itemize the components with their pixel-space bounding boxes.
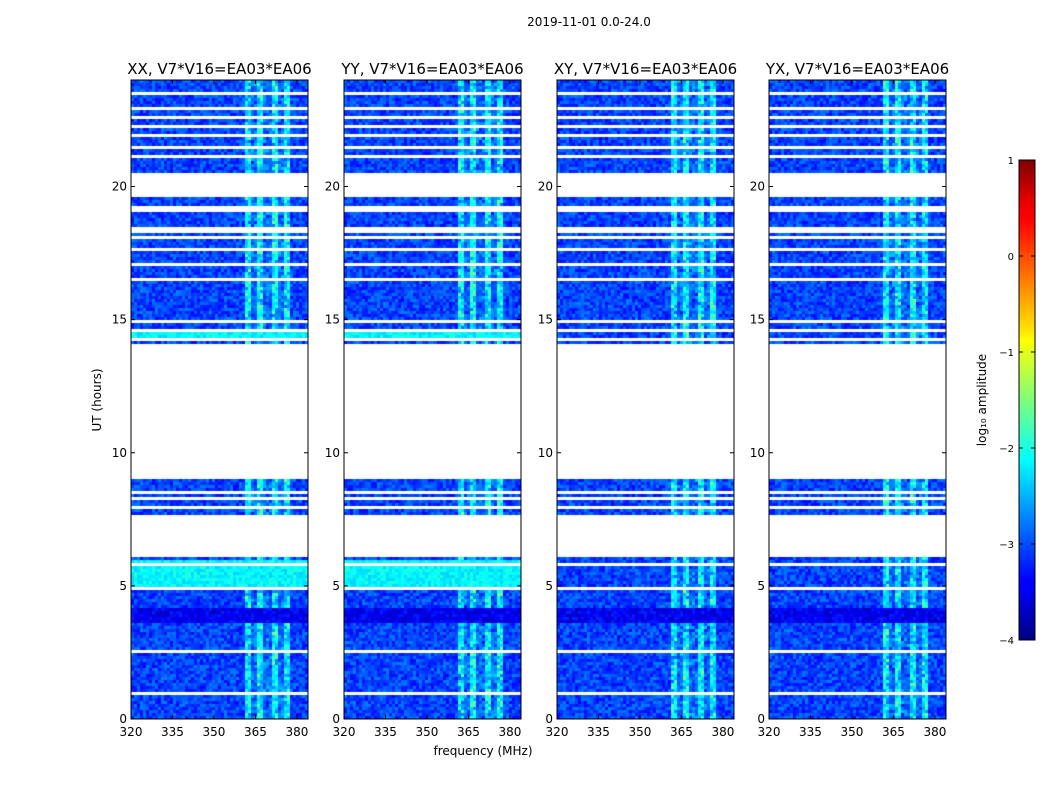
colorbar-tick-label: −1 xyxy=(999,348,1014,359)
heatmap-image xyxy=(131,80,308,719)
x-tick-label: 350 xyxy=(629,725,652,739)
x-tick-label: 335 xyxy=(374,725,397,739)
y-tick-label: 0 xyxy=(757,712,765,726)
panel-frame xyxy=(343,79,522,720)
panel-yy: YY, V7*V16=EA03*EA06 320 335 350 365 380 0 5 10 1… xyxy=(325,60,524,739)
x-tick-label: 320 xyxy=(546,725,569,739)
panel-title: YX, V7*V16=EA03*EA06 xyxy=(765,60,949,78)
x-tick-label: 365 xyxy=(882,725,905,739)
y-tick-label: 0 xyxy=(119,712,127,726)
panel-xy: XY, V7*V16=EA03*EA06 320 335 350 365 380 0 5 10 1… xyxy=(538,60,737,739)
x-tick-label: 335 xyxy=(799,725,822,739)
figure-suptitle: 2019-11-01 0.0-24.0 xyxy=(527,15,651,29)
x-tick-label: 365 xyxy=(244,725,267,739)
x-axis-label: frequency (MHz) xyxy=(433,744,532,758)
panels: XX, V7*V16=EA03*EA06 320 335 350 365 380 0 5 10 1… xyxy=(112,60,949,739)
x-tick-label: 380 xyxy=(711,725,734,739)
x-tick-label: 380 xyxy=(285,725,308,739)
x-tick-label: 335 xyxy=(161,725,184,739)
x-tick-label: 350 xyxy=(203,725,226,739)
x-tick-label: 335 xyxy=(587,725,610,739)
colorbar-tick-label: −4 xyxy=(999,636,1014,647)
y-tick-label: 5 xyxy=(757,579,765,593)
panel-frame xyxy=(130,79,309,720)
y-tick-label: 15 xyxy=(325,313,340,327)
y-tick-label: 10 xyxy=(750,446,765,460)
y-tick-label: 5 xyxy=(545,579,553,593)
y-tick-label: 15 xyxy=(538,313,553,327)
x-tick-label: 365 xyxy=(457,725,480,739)
y-tick-label: 0 xyxy=(332,712,340,726)
x-tick-label: 320 xyxy=(120,725,143,739)
panel-xx: XX, V7*V16=EA03*EA06 320 335 350 365 380 0 5 10 1… xyxy=(112,60,312,739)
x-tick-label: 350 xyxy=(841,725,864,739)
y-tick-label: 20 xyxy=(325,180,340,194)
y-tick-label: 5 xyxy=(119,579,127,593)
panel-yx: YX, V7*V16=EA03*EA06 320 335 350 365 380 0 5 10 1… xyxy=(750,60,949,739)
colorbar-tick-label: 0 xyxy=(1008,252,1014,263)
panel-title: XY, V7*V16=EA03*EA06 xyxy=(554,60,737,78)
y-tick-label: 20 xyxy=(538,180,553,194)
x-tick-label: 380 xyxy=(923,725,946,739)
y-tick-label: 20 xyxy=(750,180,765,194)
x-tick-label: 320 xyxy=(333,725,356,739)
y-tick-label: 10 xyxy=(538,446,553,460)
heatmap-image xyxy=(344,80,521,719)
y-tick-label: 15 xyxy=(112,313,127,327)
y-tick-label: 10 xyxy=(112,446,127,460)
colorbar-tick-label: −2 xyxy=(999,444,1014,455)
y-tick-label: 10 xyxy=(325,446,340,460)
x-tick-label: 320 xyxy=(758,725,781,739)
colorbar-label: log₁₀ amplitude xyxy=(975,354,989,446)
x-tick-label: 365 xyxy=(670,725,693,739)
y-tick-label: 5 xyxy=(332,579,340,593)
colorbar-gradient xyxy=(1018,159,1036,641)
panel-frame xyxy=(768,79,947,720)
panel-title: YY, V7*V16=EA03*EA06 xyxy=(340,60,523,78)
colorbar-tick-label: −3 xyxy=(999,540,1014,551)
y-axis-label: UT (hours) xyxy=(90,368,104,431)
x-tick-label: 350 xyxy=(416,725,439,739)
y-tick-label: 0 xyxy=(545,712,553,726)
colorbar-ticks: 1 0 −1 −2 −3 −4 xyxy=(999,156,1035,647)
x-tick-label: 380 xyxy=(498,725,521,739)
panel-title: XX, V7*V16=EA03*EA06 xyxy=(127,60,311,78)
y-tick-label: 15 xyxy=(750,313,765,327)
colorbar-tick-label: 1 xyxy=(1008,156,1014,167)
heatmap-image xyxy=(557,80,734,719)
panel-frame xyxy=(556,79,735,720)
colorbar: 1 0 −1 −2 −3 −4 log₁₀ amplitude xyxy=(975,156,1036,647)
y-tick-label: 20 xyxy=(112,180,127,194)
heatmap-image xyxy=(769,80,946,719)
